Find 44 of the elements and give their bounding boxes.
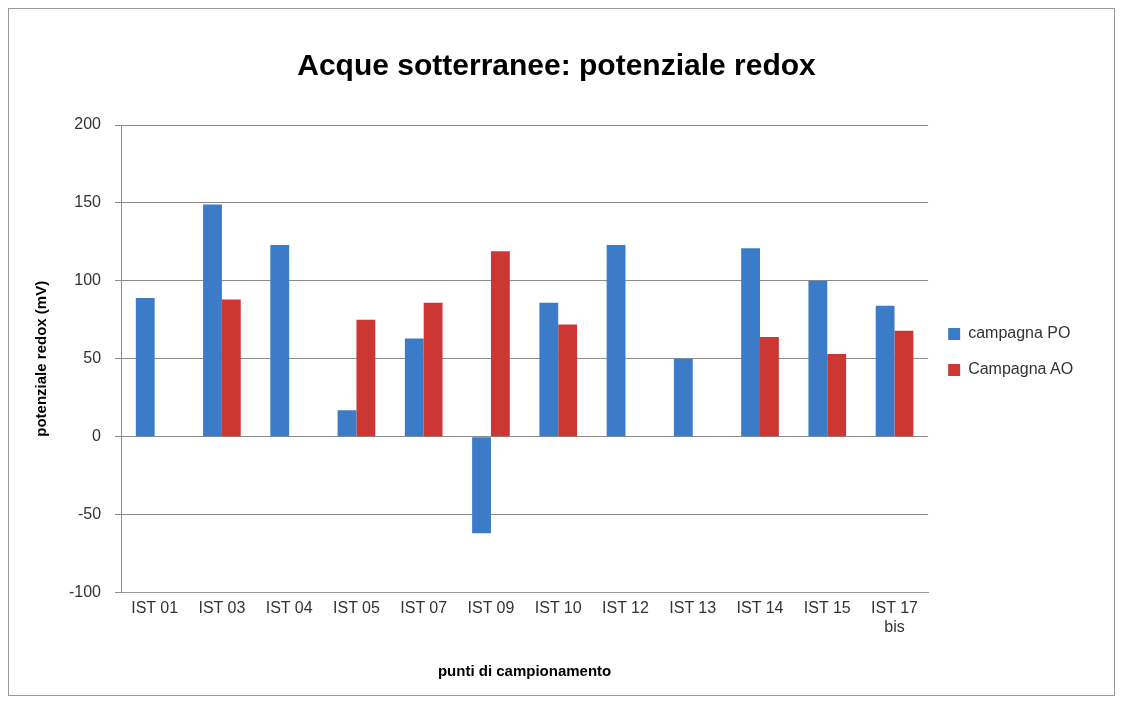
x-tick-label: IST 12 [602,598,650,616]
bar [558,324,578,437]
bar [472,437,491,534]
x-tick-label: IST 14 [736,598,784,616]
bar [203,204,222,437]
x-tick-label: IST 10 [534,598,582,616]
bar [741,248,761,437]
bar [423,302,443,437]
x-tick-label: IST 03 [198,598,246,616]
y-tick-label: 100 [74,271,102,289]
bar [270,245,290,437]
y-tick-label: -50 [77,505,102,523]
bar [606,245,626,437]
y-tick-label: 150 [74,193,102,211]
y-tick-label: 50 [83,349,102,367]
bar [827,354,847,437]
legend-label: campagna PO [968,324,1071,342]
chart-title: Acque sotterranee: potenziale redox [297,48,817,82]
bar [894,330,914,437]
y-tick-label: -100 [68,583,102,601]
y-tick-label: 200 [74,115,102,133]
bar [356,319,376,437]
x-tick-label: IST 05 [333,598,380,616]
legend-label: Campagna AO [968,360,1074,378]
bar [221,299,241,437]
x-tick-label: IST 01 [131,598,179,616]
bar [404,338,424,437]
bar [337,410,357,437]
bar [490,251,510,437]
x-tick-label: IST 07 [400,598,448,616]
x-tick-label: IST 15 [803,598,851,616]
x-tick-label: IST 09 [467,598,515,616]
y-axis-title: potenziale redox (mV) [32,280,50,437]
bar [135,298,155,437]
bar [673,358,693,437]
bar [760,336,779,437]
bar [808,280,828,437]
x-axis-title: punti di campionamento [437,662,612,680]
x-tick-label: IST 17 bis [871,598,919,635]
y-tick-label: 0 [92,427,102,445]
x-tick-label: IST 13 [669,598,717,616]
bar [875,305,895,437]
bar [539,302,559,437]
x-tick-label: IST 04 [265,598,313,616]
